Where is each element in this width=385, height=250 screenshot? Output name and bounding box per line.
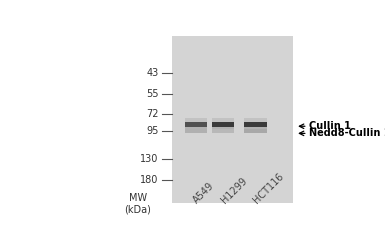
Text: MW
(kDa): MW (kDa) [124, 193, 151, 214]
FancyBboxPatch shape [185, 118, 207, 122]
Text: 72: 72 [146, 109, 159, 119]
FancyBboxPatch shape [212, 129, 234, 133]
FancyBboxPatch shape [244, 122, 267, 127]
Text: 95: 95 [146, 126, 159, 136]
FancyBboxPatch shape [244, 129, 267, 133]
Text: H1299: H1299 [219, 176, 249, 205]
Text: HCT116: HCT116 [251, 171, 286, 205]
FancyBboxPatch shape [185, 129, 207, 133]
Text: 55: 55 [146, 88, 159, 99]
FancyBboxPatch shape [185, 122, 207, 127]
Text: 130: 130 [140, 154, 159, 164]
FancyBboxPatch shape [244, 118, 267, 122]
FancyBboxPatch shape [185, 127, 207, 129]
Text: Nedd8-Cullin 1: Nedd8-Cullin 1 [309, 128, 385, 138]
FancyBboxPatch shape [212, 118, 234, 122]
Text: A549: A549 [192, 180, 217, 205]
Text: 180: 180 [140, 175, 159, 185]
FancyBboxPatch shape [172, 36, 293, 203]
Text: Cullin 1: Cullin 1 [309, 121, 351, 131]
FancyBboxPatch shape [212, 127, 234, 129]
FancyBboxPatch shape [244, 127, 267, 129]
Text: 43: 43 [146, 68, 159, 78]
FancyBboxPatch shape [212, 122, 234, 127]
